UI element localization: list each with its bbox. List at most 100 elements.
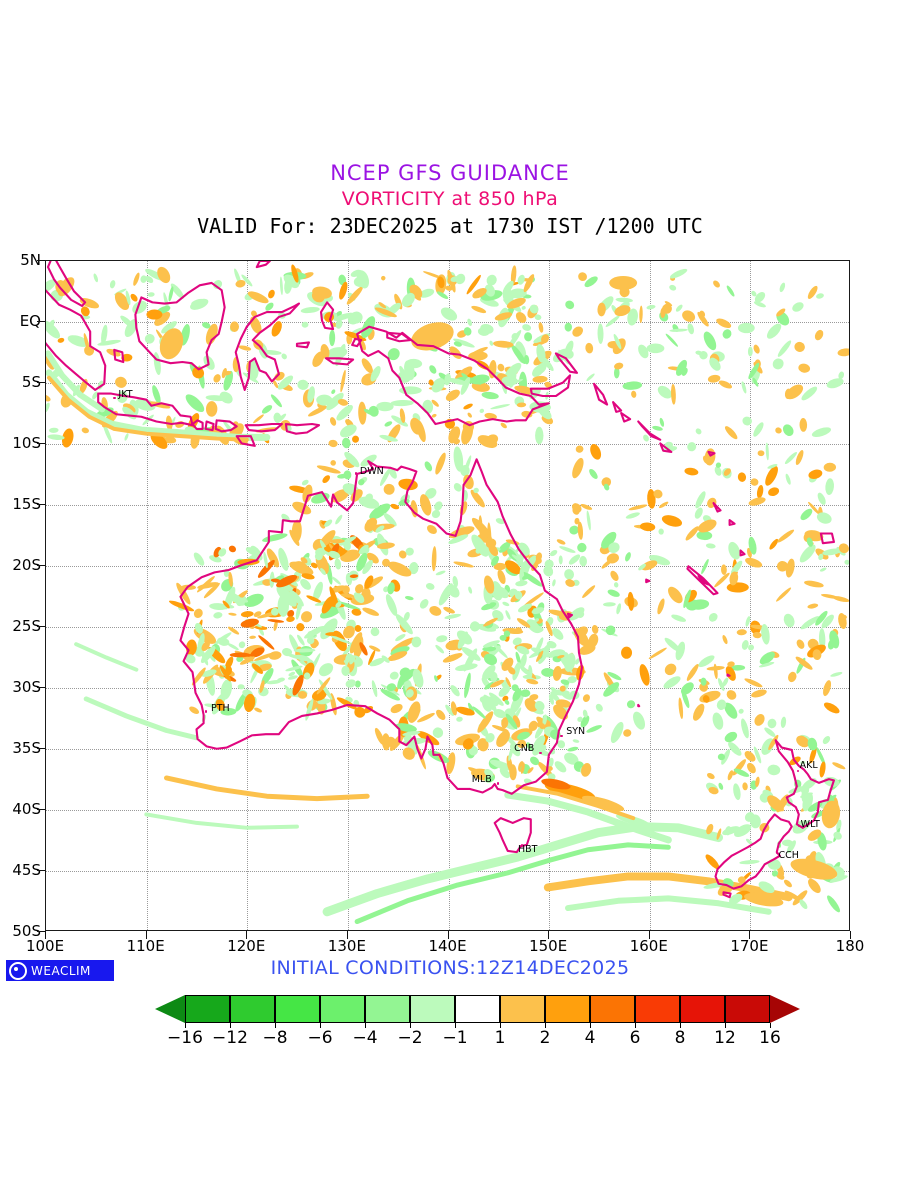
vorticity-blob	[728, 741, 742, 756]
vorticity-blob	[353, 592, 365, 604]
vorticity-blob	[537, 404, 552, 420]
vorticity-blob	[752, 377, 759, 387]
vorticity-blob	[550, 687, 557, 693]
vorticity-blob	[818, 553, 824, 561]
vorticity-blob	[498, 685, 511, 697]
page-subtitle: VORTICITY at 850 hPa	[341, 188, 559, 210]
vorticity-blob	[816, 293, 824, 299]
vorticity-blob	[358, 479, 365, 486]
vorticity-blob	[588, 633, 599, 648]
vorticity-blob	[368, 650, 376, 666]
vorticity-blob	[504, 362, 522, 379]
vorticity-blob	[568, 554, 581, 565]
vorticity-blob	[501, 717, 509, 729]
vorticity-blob	[543, 566, 554, 577]
vorticity-blob	[168, 600, 195, 612]
vorticity-blob	[512, 661, 521, 681]
vorticity-blob	[504, 560, 521, 575]
x-axis-tick-label: 150E	[529, 937, 568, 955]
vorticity-blob	[790, 858, 838, 880]
vorticity-blob	[685, 526, 699, 541]
vorticity-blob	[816, 512, 832, 524]
vorticity-blob	[154, 311, 171, 326]
vorticity-blob	[721, 749, 731, 765]
vorticity-blob	[759, 651, 775, 665]
vorticity-blob	[758, 881, 775, 894]
vorticity-blob	[227, 642, 239, 651]
vorticity-blob	[386, 683, 397, 692]
coastline-path	[728, 519, 736, 526]
vorticity-blob	[284, 684, 294, 696]
gridline-lat	[46, 322, 849, 323]
vorticity-blob	[247, 291, 269, 304]
vorticity-blob	[491, 725, 509, 733]
vorticity-blob	[447, 377, 468, 385]
vorticity-blob	[431, 546, 437, 572]
vorticity-blob	[712, 712, 724, 730]
vorticity-blob	[646, 343, 665, 354]
vorticity-blob	[419, 599, 429, 609]
vorticity-blob	[370, 366, 381, 382]
vorticity-blob	[678, 697, 684, 719]
vorticity-blob	[733, 783, 741, 801]
vorticity-blob	[575, 445, 584, 453]
vorticity-band	[164, 775, 370, 802]
vorticity-blob	[786, 840, 796, 854]
vorticity-blob	[268, 289, 275, 299]
vorticity-blob	[702, 695, 710, 703]
coastline-path	[97, 392, 194, 427]
vorticity-blob	[407, 701, 421, 723]
vorticity-blob	[445, 704, 454, 717]
coastline-path	[255, 261, 271, 269]
vorticity-band	[46, 375, 249, 442]
vorticity-blob	[46, 394, 51, 402]
vorticity-blob	[725, 666, 736, 681]
vorticity-blob	[744, 751, 756, 762]
coastline-path	[566, 612, 574, 619]
vorticity-blob	[442, 653, 463, 663]
vorticity-blob	[435, 644, 445, 654]
vorticity-blob	[193, 552, 205, 566]
vorticity-blob	[519, 665, 530, 676]
vorticity-blob	[294, 654, 310, 661]
vorticity-blob	[742, 416, 752, 426]
vorticity-blob	[349, 632, 363, 654]
vorticity-blob	[585, 342, 594, 354]
city-marker	[796, 769, 800, 773]
vorticity-blob	[389, 733, 404, 751]
vorticity-blob	[453, 561, 474, 568]
vorticity-blob	[817, 492, 826, 505]
vorticity-blob	[530, 756, 540, 766]
vorticity-blob	[279, 276, 283, 296]
vorticity-blob	[140, 275, 147, 283]
y-axis-tick	[37, 626, 45, 627]
vorticity-blob	[431, 413, 437, 418]
vorticity-blob	[528, 665, 533, 678]
vorticity-blob	[578, 272, 587, 282]
vorticity-blob	[220, 679, 233, 700]
vorticity-blob	[729, 571, 739, 586]
colorbar-ticks: −16 −12 −8 −6 −4 −2 −1 1 2 4 6 8 12 16	[0, 1023, 900, 1053]
vorticity-blob	[541, 778, 571, 790]
vorticity-blob	[756, 485, 764, 499]
vorticity-blob	[747, 762, 756, 774]
vorticity-blob	[358, 544, 369, 555]
vorticity-blob	[568, 607, 585, 621]
vorticity-blob	[240, 618, 259, 628]
colorbar-segment	[545, 995, 590, 1023]
vorticity-blob	[517, 274, 525, 285]
vorticity-blob	[380, 688, 400, 701]
vorticity-blob	[517, 739, 527, 749]
vorticity-blob	[115, 376, 127, 388]
vorticity-blob	[752, 631, 762, 639]
vorticity-blob	[769, 538, 779, 550]
vorticity-blob	[462, 738, 474, 750]
vorticity-blob	[490, 404, 511, 410]
vorticity-blob	[343, 470, 352, 480]
vorticity-blob	[754, 714, 765, 726]
vorticity-band	[504, 791, 672, 844]
vorticity-blob	[46, 279, 57, 293]
vorticity-blob	[471, 381, 490, 392]
vorticity-blob	[603, 682, 620, 697]
vorticity-blob	[535, 362, 547, 375]
